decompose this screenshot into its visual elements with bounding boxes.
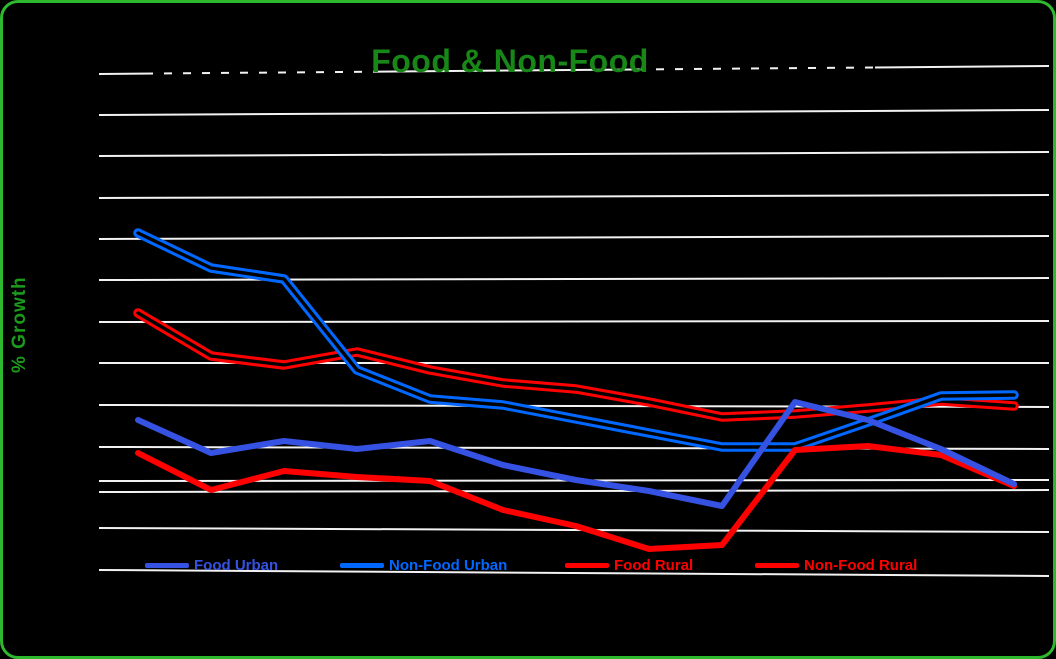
legend-swatch-food-urban: [145, 562, 189, 568]
chart-canvas: [98, 64, 1050, 577]
chart-title: Food & Non-Food: [371, 43, 649, 79]
y-axis-label: % Growth: [9, 276, 30, 373]
legend-label: Non-Food Urban: [389, 556, 508, 574]
legend-item-food-rural: Food Rural: [565, 556, 693, 574]
legend-swatch-food-rural: [565, 562, 609, 568]
legend-swatch-non-food-urban: [340, 562, 384, 568]
legend-swatch-non-food-rural: [755, 562, 799, 568]
legend-label: Food Urban: [194, 556, 279, 574]
legend-item-non-food-urban: Non-Food Urban: [340, 556, 507, 574]
legend-label: Non-Food Rural: [804, 556, 918, 574]
legend-item-non-food-rural: Non-Food Rural: [755, 556, 917, 574]
legend-item-food-urban: Food Urban: [145, 556, 278, 574]
legend-label: Food Rural: [614, 556, 694, 574]
